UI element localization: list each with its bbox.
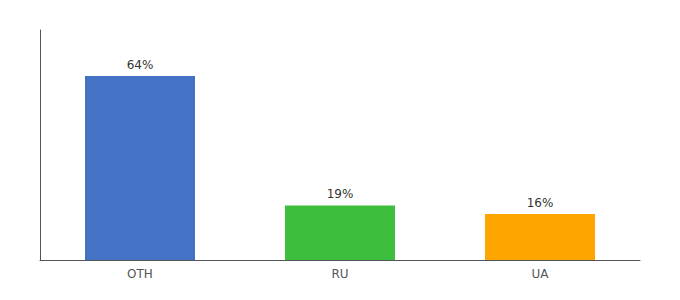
svg-text:RU: RU: [331, 267, 348, 281]
svg-text:OTH: OTH: [127, 267, 153, 281]
svg-text:19%: 19%: [327, 187, 354, 201]
svg-text:16%: 16%: [527, 196, 554, 210]
svg-text:UA: UA: [532, 267, 550, 281]
svg-text:64%: 64%: [127, 58, 154, 72]
